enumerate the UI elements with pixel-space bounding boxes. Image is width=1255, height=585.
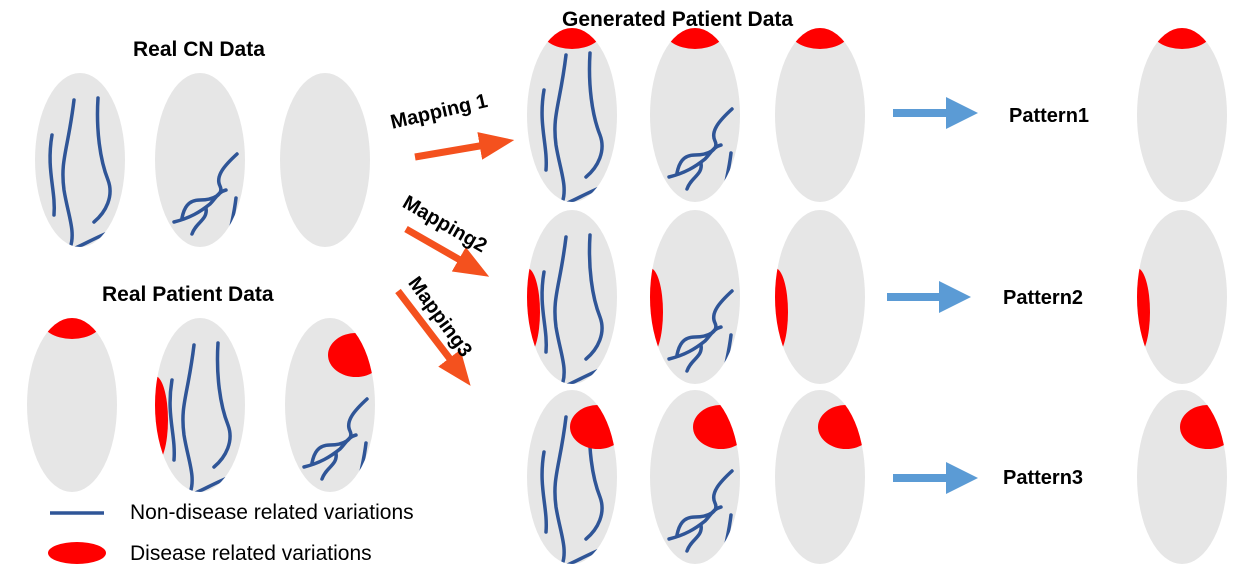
brain-outline: [27, 318, 117, 492]
pattern-1-label: Pattern1: [1009, 105, 1090, 127]
disease-region: [1137, 268, 1150, 356]
generated-r2-c1: [527, 210, 617, 384]
mapping-arrow-2: [404, 225, 490, 277]
disease-region: [775, 268, 788, 356]
vessel-line: [181, 343, 202, 492]
disease-region: [788, 28, 852, 49]
brain-outline: [527, 28, 617, 202]
vessel-line: [48, 133, 57, 217]
disease-region: [540, 28, 604, 49]
disease-region: [40, 318, 104, 339]
pattern-3-label: Pattern3: [1003, 467, 1084, 489]
vessel-line: [61, 98, 82, 247]
vessel-line: [667, 325, 723, 361]
brain-outline: [280, 73, 370, 247]
vessel-line: [553, 415, 574, 564]
vessel-line: [212, 341, 232, 469]
real-cn-title: Real CN Data: [133, 38, 265, 61]
vessel-line: [667, 143, 723, 179]
legend-non-disease-label: Non-disease related variations: [130, 501, 414, 524]
disease-region: [570, 405, 617, 449]
legend-disease-swatch: [48, 542, 106, 564]
disease-region: [1180, 405, 1227, 449]
generated-r1-c3: [775, 28, 865, 202]
vessel-line: [685, 343, 703, 373]
patient-sample-2: [155, 318, 245, 492]
brain-outline: [650, 210, 740, 384]
vessel-line: [584, 233, 604, 361]
patient-sample-3: [285, 318, 375, 492]
vessel-line: [540, 450, 549, 534]
brain-outline: [1137, 28, 1227, 202]
disease-region: [328, 333, 375, 377]
vessel-line: [685, 523, 703, 553]
vessel-line: [92, 96, 112, 224]
patient-sample-1: [27, 318, 117, 492]
vessel-line: [168, 378, 177, 462]
vessel-line: [172, 188, 228, 224]
disease-region: [693, 405, 740, 449]
generated-r3-c1: [527, 390, 617, 564]
vessel-line: [667, 505, 723, 541]
mapping-arrow-3: [395, 288, 471, 386]
brain-outline: [1137, 210, 1227, 384]
mapping-arrow-1: [414, 132, 515, 161]
cn-sample-3: [280, 73, 370, 247]
brain-outline: [527, 210, 617, 384]
pattern-2-label: Pattern2: [1003, 287, 1084, 309]
brain-outline: [155, 318, 245, 492]
generated-r3-c2: [650, 390, 740, 564]
cn-sample-2: [155, 73, 245, 247]
vessel-line: [320, 451, 338, 481]
vessel-line: [553, 53, 574, 202]
generated-patient-title: Generated Patient Data: [562, 8, 794, 31]
vessel-line: [540, 88, 549, 172]
disease-region: [1150, 28, 1214, 49]
cn-sample-1: [35, 73, 125, 247]
generated-r1-c1: [527, 28, 617, 202]
disease-region: [818, 405, 865, 449]
vessel-line: [190, 206, 208, 236]
disease-region: [650, 268, 663, 356]
generated-r2-c3: [775, 210, 865, 384]
brain-outline: [775, 28, 865, 202]
vessel-line: [685, 161, 703, 191]
pattern-sample-2: [1137, 210, 1227, 384]
disease-region: [663, 28, 727, 49]
vessel-line: [553, 235, 574, 384]
real-patient-title: Real Patient Data: [102, 283, 274, 306]
pattern-sample-1: [1137, 28, 1227, 202]
generated-r3-c3: [775, 390, 865, 564]
brain-outline: [775, 210, 865, 384]
brain-outline: [650, 28, 740, 202]
vessel-line: [540, 270, 549, 354]
vessel-line: [584, 51, 604, 179]
vessel-line: [302, 433, 358, 469]
disease-region: [155, 376, 168, 464]
disease-region: [527, 268, 540, 356]
brain-outline: [35, 73, 125, 247]
generated-r1-c2: [650, 28, 740, 202]
pattern-sample-3: [1137, 390, 1227, 564]
generated-r2-c2: [650, 210, 740, 384]
brain-outline: [155, 73, 245, 247]
legend-disease-label: Disease related variations: [130, 542, 372, 565]
